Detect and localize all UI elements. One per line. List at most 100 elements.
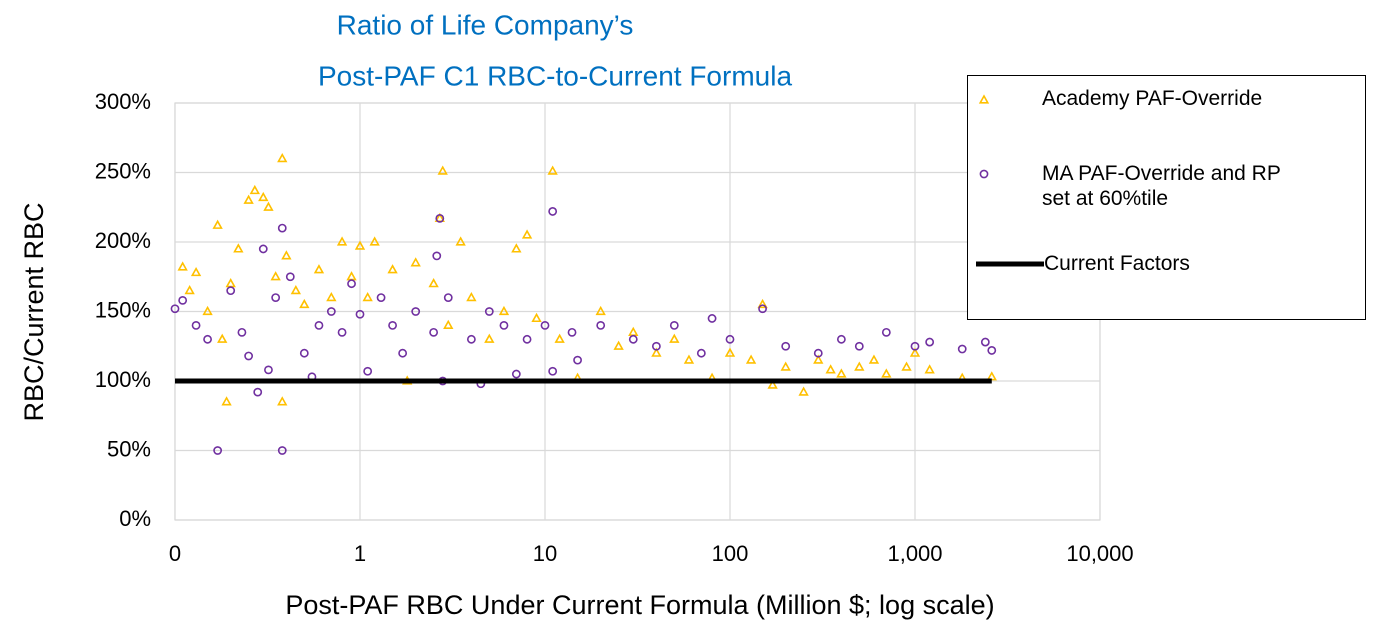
chart-title: Ratio of Life Company’s xyxy=(337,9,634,40)
data-point xyxy=(313,264,325,274)
data-point xyxy=(881,368,892,378)
data-point xyxy=(767,379,778,389)
data-point xyxy=(628,326,639,336)
data-point xyxy=(531,312,542,323)
data-point xyxy=(225,278,236,288)
legend-marker xyxy=(976,261,1044,267)
data-point xyxy=(281,250,292,260)
data-point xyxy=(707,314,717,323)
data-point xyxy=(264,365,273,375)
data-point xyxy=(443,319,454,330)
data-point xyxy=(547,165,558,175)
data-point xyxy=(243,194,254,204)
data-point xyxy=(290,285,302,295)
data-point xyxy=(285,272,295,282)
x-axis-label: Post-PAF RBC Under Current Formula (Mill… xyxy=(285,590,994,620)
data-point xyxy=(868,354,880,364)
data-point xyxy=(595,305,606,316)
y-tick-label: 50% xyxy=(107,436,151,461)
x-tick-label: 100 xyxy=(712,541,749,566)
x-tick-label: 0 xyxy=(169,541,181,566)
data-point xyxy=(202,305,213,316)
data-point xyxy=(881,327,891,337)
data-point xyxy=(466,334,476,344)
data-point xyxy=(170,304,180,314)
data-point xyxy=(347,279,356,289)
data-point xyxy=(780,361,791,371)
data-point xyxy=(484,333,495,343)
data-point xyxy=(314,320,324,330)
legend-label: Current Factors xyxy=(1044,252,1190,275)
chart-title: Post-PAF C1 RBC-to-Current Formula xyxy=(318,60,792,91)
data-point xyxy=(190,266,202,277)
data-point xyxy=(398,348,408,358)
data-point xyxy=(813,354,824,364)
data-point xyxy=(825,364,836,374)
data-point xyxy=(548,207,558,216)
data-point xyxy=(957,344,967,354)
data-point xyxy=(455,236,466,246)
data-point xyxy=(573,355,582,365)
legend: Academy PAF-Override MA PAF-Override and … xyxy=(967,75,1366,320)
data-point xyxy=(263,201,274,211)
data-point xyxy=(484,307,494,316)
data-point xyxy=(924,364,935,374)
y-tick-label: 250% xyxy=(95,158,151,183)
data-point xyxy=(428,278,439,288)
data-point xyxy=(299,298,310,309)
data-point xyxy=(651,347,662,357)
x-tick-label: 1 xyxy=(354,541,366,566)
data-point xyxy=(203,334,212,344)
data-point xyxy=(696,348,706,358)
y-axis-label: RBC/Current RBC xyxy=(19,202,49,421)
data-point xyxy=(221,396,232,406)
data-point xyxy=(435,213,445,223)
data-point xyxy=(429,327,439,337)
data-point xyxy=(437,165,448,175)
data-point xyxy=(277,152,288,163)
data-point xyxy=(724,347,736,357)
data-point xyxy=(258,191,269,202)
data-point xyxy=(522,334,532,344)
x-tick-label: 1,000 xyxy=(887,541,942,566)
data-point xyxy=(277,446,287,455)
data-point xyxy=(376,293,386,302)
data-point xyxy=(910,341,920,351)
data-point xyxy=(443,293,453,302)
legend-symbol xyxy=(979,169,989,179)
data-point xyxy=(854,361,865,371)
data-point xyxy=(925,337,935,347)
data-point xyxy=(854,341,864,351)
data-point xyxy=(596,320,606,330)
data-point xyxy=(613,340,624,350)
legend-marker xyxy=(979,169,989,179)
data-point xyxy=(498,305,510,316)
data-point xyxy=(836,334,846,344)
data-point xyxy=(337,327,347,337)
data-point xyxy=(212,219,223,229)
data-point xyxy=(387,264,398,274)
data-point xyxy=(567,327,577,337)
data-point xyxy=(980,337,990,347)
data-point xyxy=(213,446,223,455)
data-point xyxy=(270,271,281,281)
data-point xyxy=(411,307,421,316)
data-point xyxy=(683,354,695,364)
y-tick-label: 0% xyxy=(119,506,151,531)
data-point xyxy=(178,295,188,305)
data-point xyxy=(798,386,809,396)
y-tick-label: 200% xyxy=(95,228,151,253)
data-point xyxy=(346,271,357,281)
data-point xyxy=(244,351,254,361)
data-point xyxy=(277,223,287,233)
y-tick-label: 150% xyxy=(95,297,151,322)
data-point xyxy=(326,291,337,302)
data-point xyxy=(233,243,244,253)
legend-label: Academy PAF-Override xyxy=(1042,87,1263,110)
data-point xyxy=(521,229,533,239)
data-point xyxy=(177,261,188,271)
data-point xyxy=(669,333,680,343)
data-point xyxy=(813,348,823,358)
